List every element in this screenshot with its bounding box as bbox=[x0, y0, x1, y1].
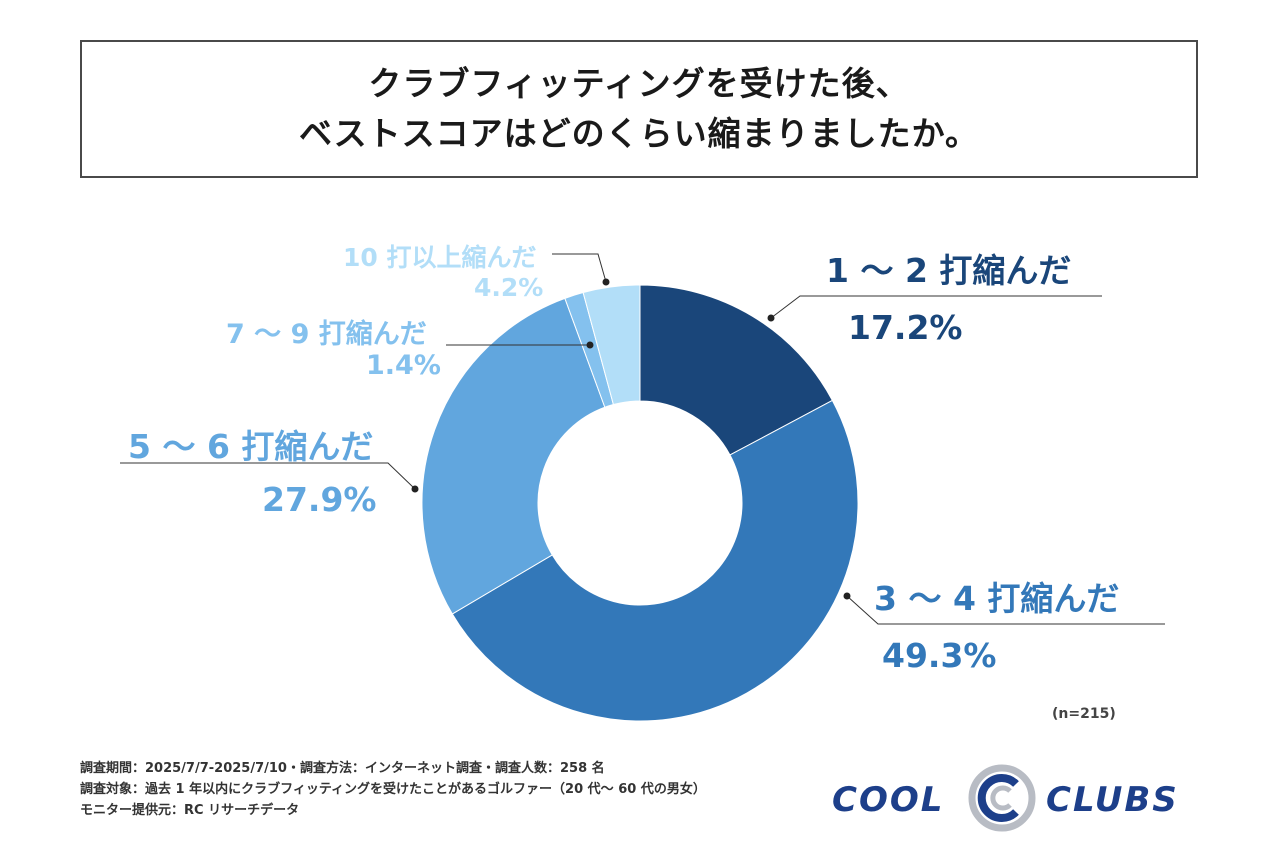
footer-line-2: 調査対象：過去 1 年以内にクラブフィッティングを受けたことがあるゴルファー（2… bbox=[80, 782, 706, 797]
leader-3-4-dot bbox=[843, 592, 851, 600]
sample-size-note: (n=215) bbox=[1052, 706, 1116, 722]
pct-10-plus: 4.2% bbox=[474, 273, 544, 302]
leader-7-9-dot bbox=[586, 341, 594, 349]
slice-3-4 bbox=[451, 399, 859, 722]
pct-1-2: 17.2% bbox=[848, 308, 963, 347]
slice-10-plus bbox=[582, 284, 641, 406]
footer-line-1: 調査期間：2025/7/7-2025/7/10・調査方法：インターネット調査・調… bbox=[80, 761, 605, 776]
leader-5-6 bbox=[120, 462, 416, 490]
label-3-4: 3 ～ 4 打縮んだ bbox=[874, 579, 1120, 618]
slice-1-2 bbox=[639, 284, 834, 456]
logo-text-left: COOL bbox=[832, 780, 945, 820]
leader-10-plus-dot bbox=[602, 278, 610, 286]
cool-clubs-logo: COOL CLUBS bbox=[832, 758, 1202, 838]
leader-10-plus bbox=[552, 253, 607, 283]
label-1-2: 1 ～ 2 打縮んだ bbox=[826, 251, 1072, 290]
label-7-9: 7 ～ 9 打縮んだ bbox=[226, 319, 427, 350]
title-line-1: クラブフィッティングを受けた後、 bbox=[368, 64, 910, 103]
leader-5-6-dot bbox=[411, 485, 419, 493]
pct-5-6: 27.9% bbox=[262, 480, 377, 519]
pct-7-9: 1.4% bbox=[366, 350, 441, 381]
leader-1-2 bbox=[770, 295, 1102, 319]
logo-text-right: CLUBS bbox=[1046, 780, 1179, 820]
title-line-2: ベストスコアはどのくらい縮まりましたか。 bbox=[299, 114, 979, 153]
pct-3-4: 49.3% bbox=[882, 636, 997, 675]
slice-5-6 bbox=[421, 297, 606, 615]
logo-mark-icon bbox=[968, 764, 1036, 832]
label-5-6: 5 ～ 6 打縮んだ bbox=[128, 427, 374, 466]
label-10-plus: 10 打以上縮んだ bbox=[343, 243, 537, 272]
leader-3-4 bbox=[846, 595, 1165, 625]
leader-1-2-dot bbox=[767, 314, 775, 322]
footer-line-3: モニター提供元：RC リサーチデータ bbox=[80, 803, 300, 818]
title-box: クラブフィッティングを受けた後、 ベストスコアはどのくらい縮まりましたか。 bbox=[80, 40, 1198, 178]
survey-footer: 調査期間：2025/7/7-2025/7/10・調査方法：インターネット調査・調… bbox=[80, 758, 706, 821]
